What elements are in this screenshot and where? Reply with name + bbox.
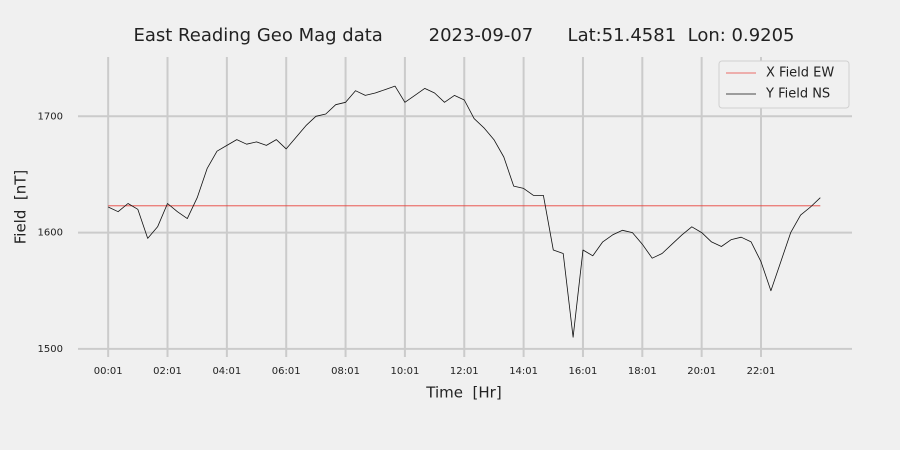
x-tick-label: 10:01 [390,366,419,377]
x-tick-label: 20:01 [687,366,716,377]
x-tick-label: 12:01 [450,366,479,377]
x-tick-label: 02:01 [153,366,182,377]
x-tick-label: 16:01 [569,366,598,377]
plot-area [108,85,821,338]
x-tick-label: 04:01 [212,366,241,377]
x-axis-label: Time [Hr] [425,384,501,402]
y-tick-label: 1700 [38,111,63,122]
y-axis-label: Field [nT] [12,170,30,245]
legend-label: X Field EW [766,66,834,81]
chart-title: East Reading Geo Mag data 2023-09-07 Lat… [133,25,794,46]
legend: X Field EW Y Field NS [718,60,850,109]
y-tick-label: 1600 [38,228,63,239]
y-tick-label: 1500 [38,344,63,355]
x-tick-label: 06:01 [272,366,301,377]
x-tick-label: 22:01 [747,366,776,377]
data-line [108,85,821,338]
legend-label: Y Field NS [765,87,830,102]
x-tick-label: 00:01 [94,366,123,377]
x-tick-label: 18:01 [628,366,657,377]
x-tick-label: 08:01 [331,366,360,377]
grid [78,57,852,357]
x-tick-label: 14:01 [509,366,538,377]
